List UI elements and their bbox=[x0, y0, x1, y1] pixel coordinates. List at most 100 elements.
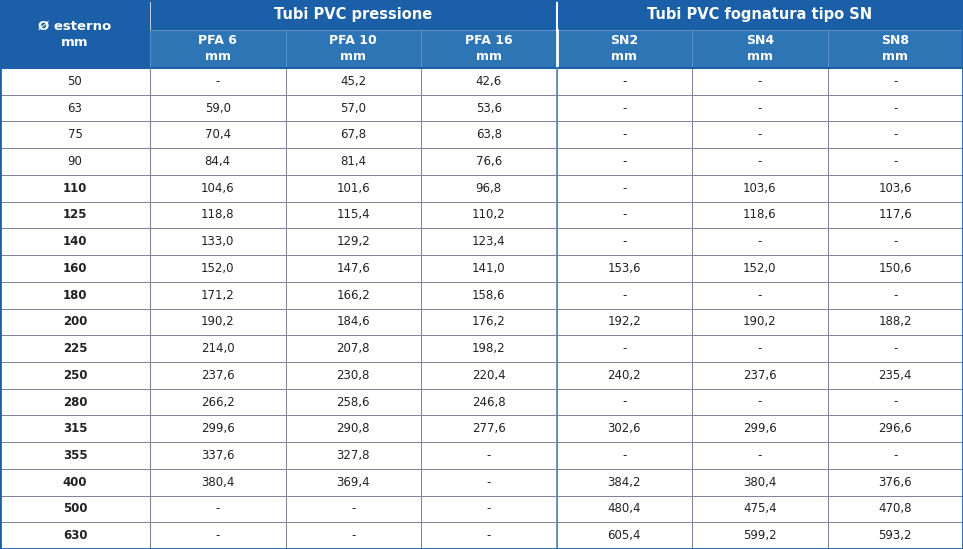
Bar bbox=[285, 416, 421, 442]
Bar bbox=[285, 282, 421, 309]
Bar bbox=[285, 121, 421, 148]
Text: -: - bbox=[351, 502, 355, 516]
Text: 500: 500 bbox=[63, 502, 88, 516]
Bar bbox=[692, 442, 827, 469]
Text: -: - bbox=[758, 155, 762, 168]
Bar bbox=[692, 68, 827, 95]
Text: SN4
mm: SN4 mm bbox=[745, 35, 774, 64]
Text: -: - bbox=[893, 102, 898, 115]
Text: 180: 180 bbox=[63, 289, 88, 301]
Text: 599,2: 599,2 bbox=[742, 529, 776, 542]
Bar bbox=[421, 148, 557, 175]
Bar bbox=[692, 309, 827, 335]
Bar bbox=[150, 175, 285, 201]
Text: 84,4: 84,4 bbox=[205, 155, 231, 168]
Bar bbox=[692, 362, 827, 389]
Bar bbox=[285, 362, 421, 389]
Bar bbox=[692, 522, 827, 549]
Bar bbox=[557, 175, 692, 201]
Text: -: - bbox=[622, 102, 627, 115]
Text: -: - bbox=[758, 102, 762, 115]
Text: 188,2: 188,2 bbox=[878, 315, 912, 328]
Text: 184,6: 184,6 bbox=[336, 315, 370, 328]
Text: 380,4: 380,4 bbox=[201, 475, 234, 489]
Text: 133,0: 133,0 bbox=[201, 235, 234, 248]
Text: SN8
mm: SN8 mm bbox=[881, 35, 909, 64]
Text: -: - bbox=[216, 529, 220, 542]
Text: -: - bbox=[486, 475, 491, 489]
Bar bbox=[827, 362, 963, 389]
Bar bbox=[557, 228, 692, 255]
Text: 150,6: 150,6 bbox=[878, 262, 912, 275]
Bar bbox=[421, 496, 557, 522]
Text: -: - bbox=[486, 449, 491, 462]
Text: -: - bbox=[622, 342, 627, 355]
Bar bbox=[421, 442, 557, 469]
Bar bbox=[150, 95, 285, 121]
Text: 369,4: 369,4 bbox=[336, 475, 370, 489]
Text: 237,6: 237,6 bbox=[742, 369, 776, 382]
Bar bbox=[692, 496, 827, 522]
Text: 104,6: 104,6 bbox=[201, 182, 235, 195]
Text: 277,6: 277,6 bbox=[472, 422, 506, 435]
Text: 171,2: 171,2 bbox=[201, 289, 235, 301]
Text: -: - bbox=[486, 502, 491, 516]
Text: 70,4: 70,4 bbox=[205, 128, 231, 141]
Text: 176,2: 176,2 bbox=[472, 315, 506, 328]
Bar bbox=[421, 309, 557, 335]
Text: 480,4: 480,4 bbox=[608, 502, 641, 516]
Bar bbox=[285, 175, 421, 201]
Bar bbox=[421, 68, 557, 95]
Text: 302,6: 302,6 bbox=[608, 422, 641, 435]
Text: 67,8: 67,8 bbox=[340, 128, 366, 141]
Text: 198,2: 198,2 bbox=[472, 342, 506, 355]
Bar bbox=[827, 228, 963, 255]
Bar bbox=[692, 201, 827, 228]
Bar bbox=[150, 496, 285, 522]
Bar bbox=[0, 335, 150, 362]
Text: -: - bbox=[893, 128, 898, 141]
Bar bbox=[421, 282, 557, 309]
Bar bbox=[557, 121, 692, 148]
Text: 207,8: 207,8 bbox=[336, 342, 370, 355]
Text: 103,6: 103,6 bbox=[878, 182, 912, 195]
Bar bbox=[285, 442, 421, 469]
Bar bbox=[827, 335, 963, 362]
Bar bbox=[285, 389, 421, 416]
Bar bbox=[150, 389, 285, 416]
Bar bbox=[0, 95, 150, 121]
Bar bbox=[692, 30, 827, 68]
Text: 475,4: 475,4 bbox=[742, 502, 776, 516]
Bar bbox=[692, 175, 827, 201]
Text: 152,0: 152,0 bbox=[201, 262, 235, 275]
Bar bbox=[827, 496, 963, 522]
Text: 296,6: 296,6 bbox=[878, 422, 912, 435]
Bar bbox=[692, 335, 827, 362]
Bar bbox=[285, 68, 421, 95]
Bar bbox=[421, 121, 557, 148]
Bar bbox=[150, 148, 285, 175]
Bar bbox=[557, 522, 692, 549]
Text: 158,6: 158,6 bbox=[472, 289, 506, 301]
Bar bbox=[0, 496, 150, 522]
Bar bbox=[827, 148, 963, 175]
Text: -: - bbox=[758, 395, 762, 408]
Text: 376,6: 376,6 bbox=[878, 475, 912, 489]
Bar bbox=[692, 255, 827, 282]
Bar bbox=[0, 522, 150, 549]
Bar bbox=[150, 469, 285, 496]
Bar bbox=[0, 175, 150, 201]
Bar bbox=[285, 148, 421, 175]
Bar bbox=[692, 416, 827, 442]
Text: 57,0: 57,0 bbox=[340, 102, 366, 115]
Text: Tubi PVC fognatura tipo SN: Tubi PVC fognatura tipo SN bbox=[647, 8, 872, 23]
Bar bbox=[150, 522, 285, 549]
Text: -: - bbox=[893, 342, 898, 355]
Text: 266,2: 266,2 bbox=[201, 395, 235, 408]
Text: 45,2: 45,2 bbox=[340, 75, 366, 88]
Bar bbox=[692, 121, 827, 148]
Bar bbox=[827, 255, 963, 282]
Bar bbox=[827, 175, 963, 201]
Bar bbox=[557, 282, 692, 309]
Text: 53,6: 53,6 bbox=[476, 102, 502, 115]
